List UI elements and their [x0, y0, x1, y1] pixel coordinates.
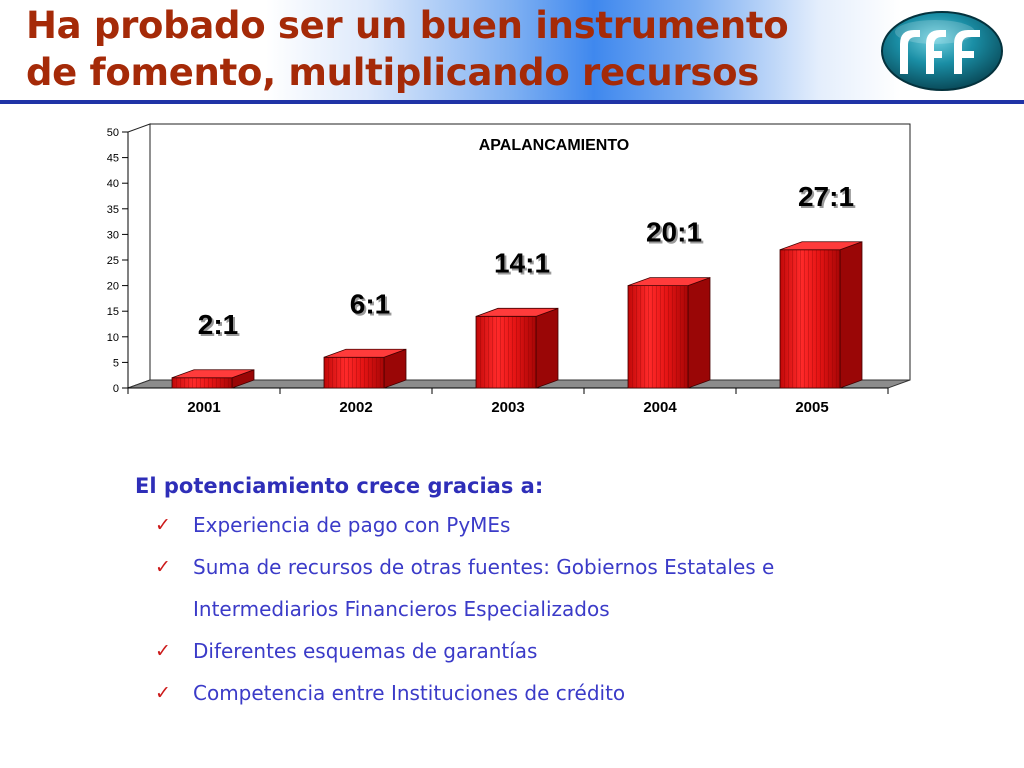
leverage-bar-chart: 0 5 10 15 20 25 30 35 40 45 50 APALANCAMIENTO 2001 2:…: [107, 123, 911, 416]
bar-texture: [628, 285, 688, 388]
bullet-text: Diferentes esquemas de garantías: [193, 639, 538, 663]
bar-texture: [780, 249, 840, 388]
x-tick-label: 2002: [339, 399, 372, 416]
checkmark-icon: ✓: [155, 556, 171, 578]
bullet-heading: El potenciamiento crece gracias a:: [135, 474, 544, 498]
x-tick-label: 2004: [643, 399, 677, 416]
bullet-item-2: ✓ Suma de recursos de otras fuentes: Gob…: [135, 546, 1015, 630]
header-band: [0, 0, 1024, 104]
y-tick-label: 50: [107, 127, 119, 139]
bar-top: [627, 277, 711, 286]
y-tick-label: 5: [113, 357, 119, 369]
checkmark-icon: ✓: [155, 682, 171, 704]
y-tick-label: 0: [113, 383, 119, 395]
title-rule: [0, 100, 1024, 104]
x-tick-label: 2005: [795, 399, 828, 416]
y-tick-label: 35: [107, 204, 119, 216]
bullet-text: Experiencia de pago con PyMEs: [193, 513, 511, 537]
bar-side: [687, 277, 711, 389]
chart-title: APALANCAMIENTO: [479, 137, 630, 154]
y-tick-label: 20: [107, 281, 119, 293]
bar-top: [323, 348, 407, 358]
bar-top: [475, 307, 559, 317]
x-tick-label: 2001: [187, 399, 220, 416]
bullet-text-continuation: Intermediarios Financieros Especializado…: [193, 597, 610, 621]
slide-title-line-1: Ha probado ser un buen instrumento: [26, 4, 789, 47]
chart-side-wall: [127, 123, 151, 389]
y-tick-label: 25: [107, 255, 119, 267]
bullet-item-1: ✓ Experiencia de pago con PyMEs: [135, 504, 1015, 546]
y-tick-label: 45: [107, 153, 119, 165]
bar-top: [171, 369, 255, 379]
y-tick-label: 15: [107, 306, 119, 318]
y-tick-label: 30: [107, 229, 119, 241]
data-label: 20:1: [646, 217, 702, 248]
bullet-item-4: ✓ Competencia entre Instituciones de cré…: [135, 672, 1015, 714]
bar-texture: [476, 316, 536, 388]
data-label: 27:1: [798, 181, 854, 212]
checkmark-icon: ✓: [155, 640, 171, 662]
data-label-shadow: 27:1: [800, 183, 856, 214]
bullet-list: ✓ Experiencia de pago con PyMEs ✓ Suma d…: [135, 504, 1015, 714]
slide-title: Ha probado ser un buen instrumento de fo…: [26, 2, 789, 96]
data-label: 6:1: [350, 288, 390, 319]
bar-texture: [324, 357, 384, 388]
data-label: 2:1: [198, 309, 238, 340]
data-label-shadow: 14:1: [496, 249, 552, 280]
bar-side: [839, 241, 863, 389]
y-tick-label: 40: [107, 178, 119, 190]
brand-logo: [881, 11, 1003, 91]
slide-title-line-2: de fomento, multiplicando recursos: [26, 51, 759, 94]
x-tick-label: 2003: [491, 399, 524, 416]
bullet-text: Competencia entre Instituciones de crédi…: [193, 681, 626, 705]
data-label-shadow: 6:1: [352, 290, 392, 321]
y-tick-label: 10: [107, 332, 119, 344]
data-label: 14:1: [494, 247, 550, 278]
data-label-shadow: 20:1: [648, 219, 704, 250]
bullet-item-3: ✓ Diferentes esquemas de garantías: [135, 630, 1015, 672]
checkmark-icon: ✓: [155, 514, 171, 536]
data-label-shadow: 2:1: [200, 311, 240, 342]
bullet-text: Suma de recursos de otras fuentes: Gobie…: [193, 555, 775, 579]
bar-texture: [172, 377, 232, 388]
bar-top: [779, 241, 863, 251]
bar-side: [535, 307, 559, 389]
bullet-section: El potenciamiento crece gracias a: ✓ Exp…: [135, 474, 1015, 714]
